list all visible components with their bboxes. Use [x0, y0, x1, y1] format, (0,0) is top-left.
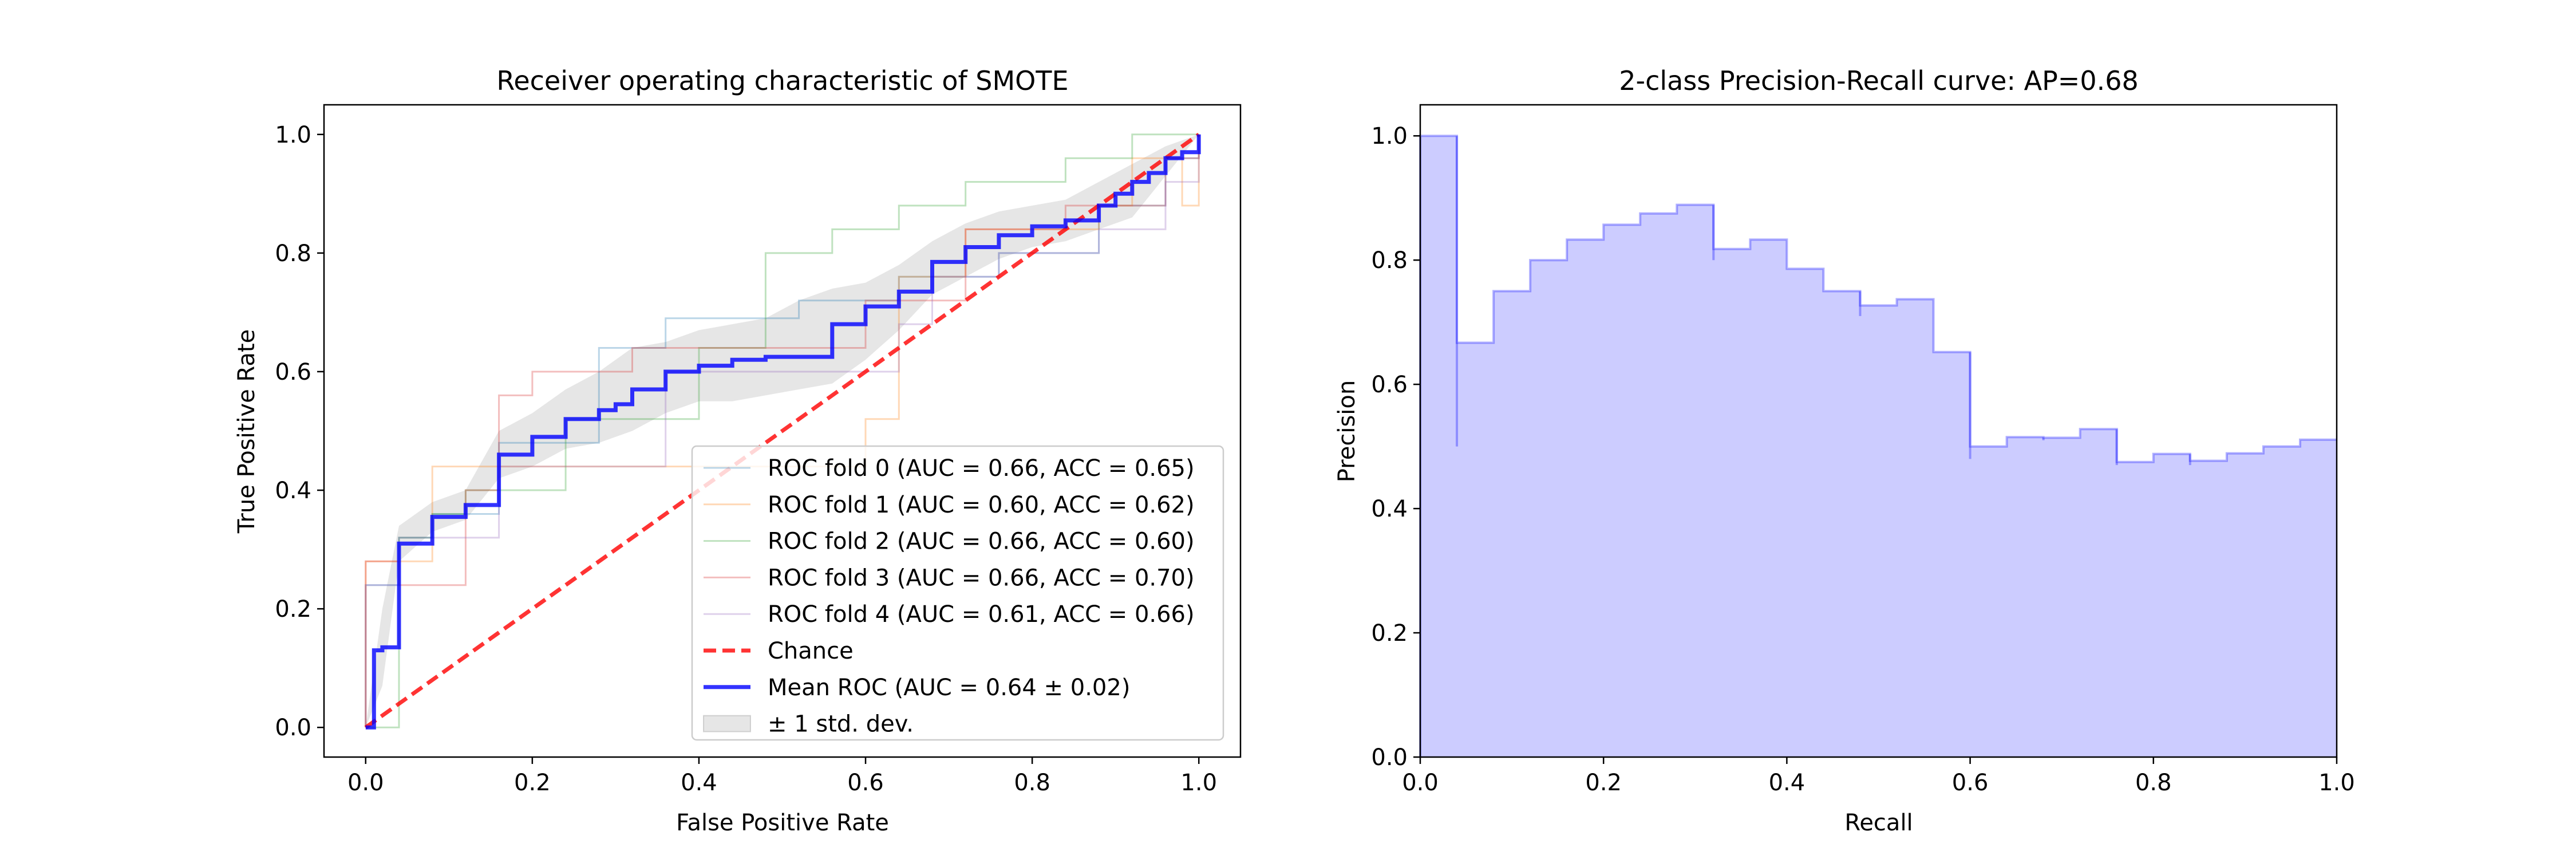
pr-x-tick-label: 0.4	[1769, 770, 1805, 796]
roc-y-tick-label: 1.0	[275, 122, 311, 148]
roc-plot-area	[364, 132, 1201, 730]
mean-roc-line	[365, 134, 1201, 730]
roc-y-axis-label: True Positive Rate	[234, 329, 260, 534]
chance-line	[364, 132, 1200, 730]
pr-y-tick-label: 0.8	[1371, 247, 1408, 274]
legend-label-2: ROC fold 2 (AUC = 0.66, ACC = 0.60)	[768, 529, 1195, 555]
roc-x-tick-label: 0.6	[847, 770, 884, 796]
roc-y-tick-label: 0.8	[275, 241, 311, 267]
legend-label-0: ROC fold 0 (AUC = 0.66, ACC = 0.65)	[768, 455, 1195, 482]
roc-y-tick-label: 0.0	[275, 715, 311, 741]
pr-y-ticks: 0.0 0.2 0.4 0.6 0.8 1.0	[1371, 123, 1420, 771]
pr-y-tick-label: 1.0	[1371, 123, 1408, 149]
legend-label-3: ROC fold 3 (AUC = 0.66, ACC = 0.70)	[768, 565, 1195, 591]
roc-fold-4-line	[365, 134, 1200, 728]
roc-chart: Receiver operating characteristic of SMO…	[234, 65, 1242, 836]
roc-y-tick-label: 0.4	[275, 478, 311, 504]
pr-axes-frame	[1419, 104, 2338, 758]
pr-plot-area	[1419, 135, 2337, 758]
roc-x-tick-label: 0.8	[1014, 770, 1050, 796]
pr-area-fill	[1420, 136, 2337, 758]
legend-label-1: ROC fold 1 (AUC = 0.60, ACC = 0.62)	[768, 492, 1195, 518]
roc-chart-title: Receiver operating characteristic of SMO…	[496, 65, 1068, 96]
pr-step-line	[1419, 135, 2337, 757]
roc-y-ticks: 0.0 0.2 0.4 0.6 0.8 1.0	[275, 122, 324, 741]
pr-y-tick-label: 0.0	[1371, 744, 1408, 771]
pr-y-tick-label: 0.4	[1371, 496, 1408, 522]
roc-legend: ROC fold 0 (AUC = 0.66, ACC = 0.65) ROC f…	[691, 445, 1224, 741]
roc-y-tick-label: 0.6	[275, 359, 311, 385]
roc-axes-frame	[323, 104, 1242, 758]
pr-chart: 2-class Precision-Recall curve: AP=0.68 …	[1334, 65, 2355, 836]
legend-label-7: ± 1 std. dev.	[768, 711, 914, 738]
roc-legend-box	[691, 445, 1224, 741]
pr-y-tick-label: 0.2	[1371, 620, 1408, 647]
roc-x-axis-label: False Positive Rate	[676, 810, 889, 836]
roc-y-tick-label: 0.2	[275, 596, 311, 622]
pr-chart-title: 2-class Precision-Recall curve: AP=0.68	[1619, 65, 2139, 96]
roc-x-tick-label: 0.0	[347, 770, 384, 796]
pr-x-ticks: 0.0 0.2 0.4 0.6 0.8 1.0	[1402, 757, 2355, 796]
legend-label-5: Chance	[768, 638, 854, 664]
legend-label-4: ROC fold 4 (AUC = 0.61, ACC = 0.66)	[768, 601, 1195, 628]
pr-x-tick-label: 0.0	[1402, 770, 1439, 796]
roc-x-tick-label: 0.4	[681, 770, 717, 796]
pr-y-axis-label: Precision	[1334, 380, 1360, 482]
roc-x-tick-label: 0.2	[514, 770, 551, 796]
pr-x-axis-label: Recall	[1844, 810, 1913, 836]
pr-x-tick-label: 0.6	[1952, 770, 1989, 796]
legend-swatch-std-dev	[703, 715, 751, 732]
legend-label-6: Mean ROC (AUC = 0.64 ± 0.02)	[768, 675, 1130, 701]
roc-x-tick-label: 1.0	[1180, 770, 1217, 796]
pr-x-tick-label: 1.0	[2318, 770, 2355, 796]
roc-x-ticks: 0.0 0.2 0.4 0.6 0.8 1.0	[347, 757, 1217, 796]
pr-y-tick-label: 0.6	[1371, 372, 1408, 398]
pr-x-tick-label: 0.8	[2135, 770, 2172, 796]
pr-x-tick-label: 0.2	[1585, 770, 1622, 796]
